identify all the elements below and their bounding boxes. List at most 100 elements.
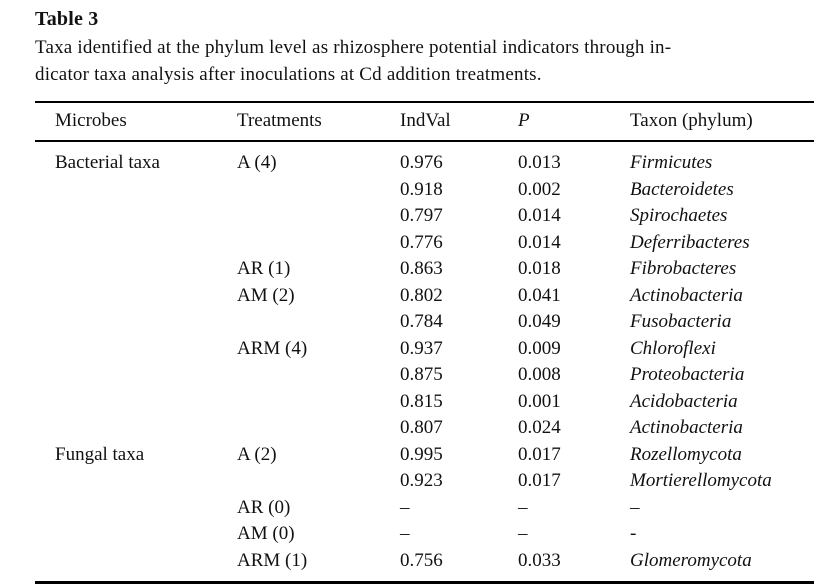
table-label: Table 3 xyxy=(35,8,99,30)
cell-p: 0.017 xyxy=(518,443,561,465)
cell-treatment xyxy=(237,230,400,257)
cell-p: 0.049 xyxy=(518,311,561,333)
table-row: ARM (4) 0.937 0.009 Chloroflexi xyxy=(35,336,814,363)
cell-microbes xyxy=(35,203,237,230)
cell-microbes xyxy=(35,389,237,416)
cell-p: 0.033 xyxy=(518,549,561,571)
table-row: 0.807 0.024 Actinobacteria xyxy=(35,415,814,442)
cell-taxon: – xyxy=(630,496,640,518)
cell-treatment: AM (2) xyxy=(237,284,295,306)
cell-indval: 0.784 xyxy=(400,311,443,333)
cell-taxon: Actinobacteria xyxy=(630,284,743,306)
cell-microbes xyxy=(35,521,237,548)
cell-treatment xyxy=(237,309,400,336)
cell-taxon: Rozellomycota xyxy=(630,443,742,465)
cell-p: 0.013 xyxy=(518,152,561,174)
cell-microbes xyxy=(35,230,237,257)
cell-treatment xyxy=(237,203,400,230)
cell-microbes xyxy=(35,336,237,363)
col-header-taxon: Taxon (phylum) xyxy=(630,110,753,131)
table-row: 0.784 0.049 Fusobacteria xyxy=(35,309,814,336)
cell-treatment: AM (0) xyxy=(237,523,295,545)
cell-treatment: AR (0) xyxy=(237,496,291,518)
cell-p: – xyxy=(518,496,528,518)
cell-taxon: - xyxy=(630,523,637,545)
cell-indval: 0.918 xyxy=(400,178,443,200)
cell-microbes xyxy=(35,495,237,522)
cell-p: – xyxy=(518,523,528,545)
cell-treatment xyxy=(237,389,400,416)
table-row: ARM (1) 0.756 0.033 Glomeromycota xyxy=(35,548,814,583)
table-row: 0.797 0.014 Spirochaetes xyxy=(35,203,814,230)
cell-p: 0.017 xyxy=(518,470,561,492)
col-header-microbes: Microbes xyxy=(55,110,127,131)
cell-microbes xyxy=(35,548,237,583)
cell-treatment xyxy=(237,468,400,495)
cell-indval: 0.797 xyxy=(400,205,443,227)
cell-treatment: AR (1) xyxy=(237,258,291,280)
cell-p: 0.014 xyxy=(518,231,561,253)
header-row: Microbes Treatments IndVal P Taxon (phyl… xyxy=(35,102,814,141)
table-row: 0.875 0.008 Proteobacteria xyxy=(35,362,814,389)
col-header-indval: IndVal xyxy=(400,110,451,131)
table-row: 0.776 0.014 Deferribacteres xyxy=(35,230,814,257)
table-row: AR (1) 0.863 0.018 Fibrobacteres xyxy=(35,256,814,283)
caption-line-2: dicator taxa analysis after inoculations… xyxy=(35,64,542,85)
cell-microbes: Bacterial taxa xyxy=(55,152,160,174)
cell-taxon: Firmicutes xyxy=(630,152,713,174)
cell-indval: 0.815 xyxy=(400,390,443,412)
cell-taxon: Fibrobacteres xyxy=(630,258,737,280)
cell-p: 0.002 xyxy=(518,178,561,200)
cell-microbes xyxy=(35,362,237,389)
cell-taxon: Actinobacteria xyxy=(630,417,743,439)
cell-indval: 0.923 xyxy=(400,470,443,492)
cell-microbes xyxy=(35,309,237,336)
cell-indval: 0.807 xyxy=(400,417,443,439)
col-header-treatments: Treatments xyxy=(237,110,322,131)
indicator-taxa-table: Microbes Treatments IndVal P Taxon (phyl… xyxy=(35,101,814,584)
cell-p: 0.014 xyxy=(518,205,561,227)
cell-indval: 0.995 xyxy=(400,443,443,465)
cell-indval: 0.802 xyxy=(400,284,443,306)
cell-indval: 0.776 xyxy=(400,231,443,253)
cell-taxon: Proteobacteria xyxy=(630,364,745,386)
table-row: Bacterial taxa A (4) 0.976 0.013 Firmicu… xyxy=(35,141,814,177)
table-row: AM (0) – – - xyxy=(35,521,814,548)
cell-taxon: Mortierellomycota xyxy=(630,470,772,492)
cell-microbes xyxy=(35,415,237,442)
cell-treatment xyxy=(237,415,400,442)
cell-treatment xyxy=(237,177,400,204)
cell-indval: – xyxy=(400,523,410,545)
cell-p: 0.041 xyxy=(518,284,561,306)
cell-p: 0.008 xyxy=(518,364,561,386)
table-row: AM (2) 0.802 0.041 Actinobacteria xyxy=(35,283,814,310)
cell-indval: 0.863 xyxy=(400,258,443,280)
cell-treatment xyxy=(237,362,400,389)
caption-line-1: Taxa identified at the phylum level as r… xyxy=(35,37,672,58)
cell-taxon: Spirochaetes xyxy=(630,205,728,227)
cell-microbes xyxy=(35,177,237,204)
cell-taxon: Deferribacteres xyxy=(630,231,750,253)
table-caption: Taxa identified at the phylum level as r… xyxy=(35,34,814,88)
cell-indval: 0.937 xyxy=(400,337,443,359)
cell-microbes xyxy=(35,468,237,495)
cell-indval: 0.756 xyxy=(400,549,443,571)
cell-taxon: Chloroflexi xyxy=(630,337,716,359)
cell-indval: 0.976 xyxy=(400,152,443,174)
cell-microbes xyxy=(35,256,237,283)
table-row: Fungal taxa A (2) 0.995 0.017 Rozellomyc… xyxy=(35,442,814,469)
cell-taxon: Bacteroidetes xyxy=(630,178,734,200)
cell-taxon: Glomeromycota xyxy=(630,549,752,571)
cell-taxon: Fusobacteria xyxy=(630,311,732,333)
cell-p: 0.024 xyxy=(518,417,561,439)
table-row: 0.923 0.017 Mortierellomycota xyxy=(35,468,814,495)
cell-p: 0.009 xyxy=(518,337,561,359)
cell-taxon: Acidobacteria xyxy=(630,390,738,412)
cell-treatment: ARM (1) xyxy=(237,549,308,571)
cell-treatment: A (4) xyxy=(237,152,277,174)
cell-treatment: ARM (4) xyxy=(237,337,308,359)
table-row: AR (0) – – – xyxy=(35,495,814,522)
table-row: 0.815 0.001 Acidobacteria xyxy=(35,389,814,416)
cell-p: 0.018 xyxy=(518,258,561,280)
